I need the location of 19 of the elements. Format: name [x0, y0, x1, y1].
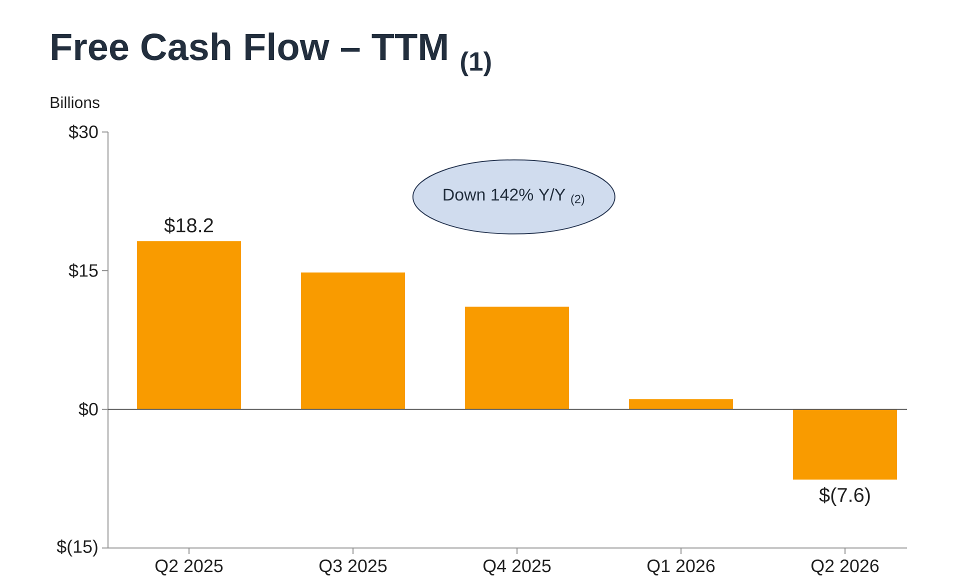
y-tick-label: $0 — [78, 402, 98, 417]
x-tick-label: Q3 2025 — [319, 560, 387, 576]
bar — [137, 241, 242, 410]
bar — [301, 272, 406, 410]
annotation: Down 142% Y/Y $_{(2)}$ — [444, 188, 584, 206]
x-tick-label: Q1 2026 — [647, 560, 715, 576]
bar — [793, 409, 898, 480]
bar — [629, 399, 734, 410]
y-axis-title: Billions — [50, 96, 100, 108]
data-label: $18.2 — [164, 217, 213, 234]
x-tick-label: Q2 2026 — [811, 560, 879, 576]
y-tick-label: $30 — [68, 124, 98, 140]
chart-title: Free Cash Flow – TTM $_{(1)}$ — [52, 32, 491, 76]
x-tick-label: Q2 2025 — [155, 560, 223, 576]
data-label: $(7.6) — [819, 487, 870, 506]
bar — [465, 306, 570, 410]
y-tick-label: $(15) — [56, 540, 98, 556]
x-tick-label: Q4 2025 — [483, 560, 551, 576]
y-tick-label: $15 — [68, 263, 98, 278]
